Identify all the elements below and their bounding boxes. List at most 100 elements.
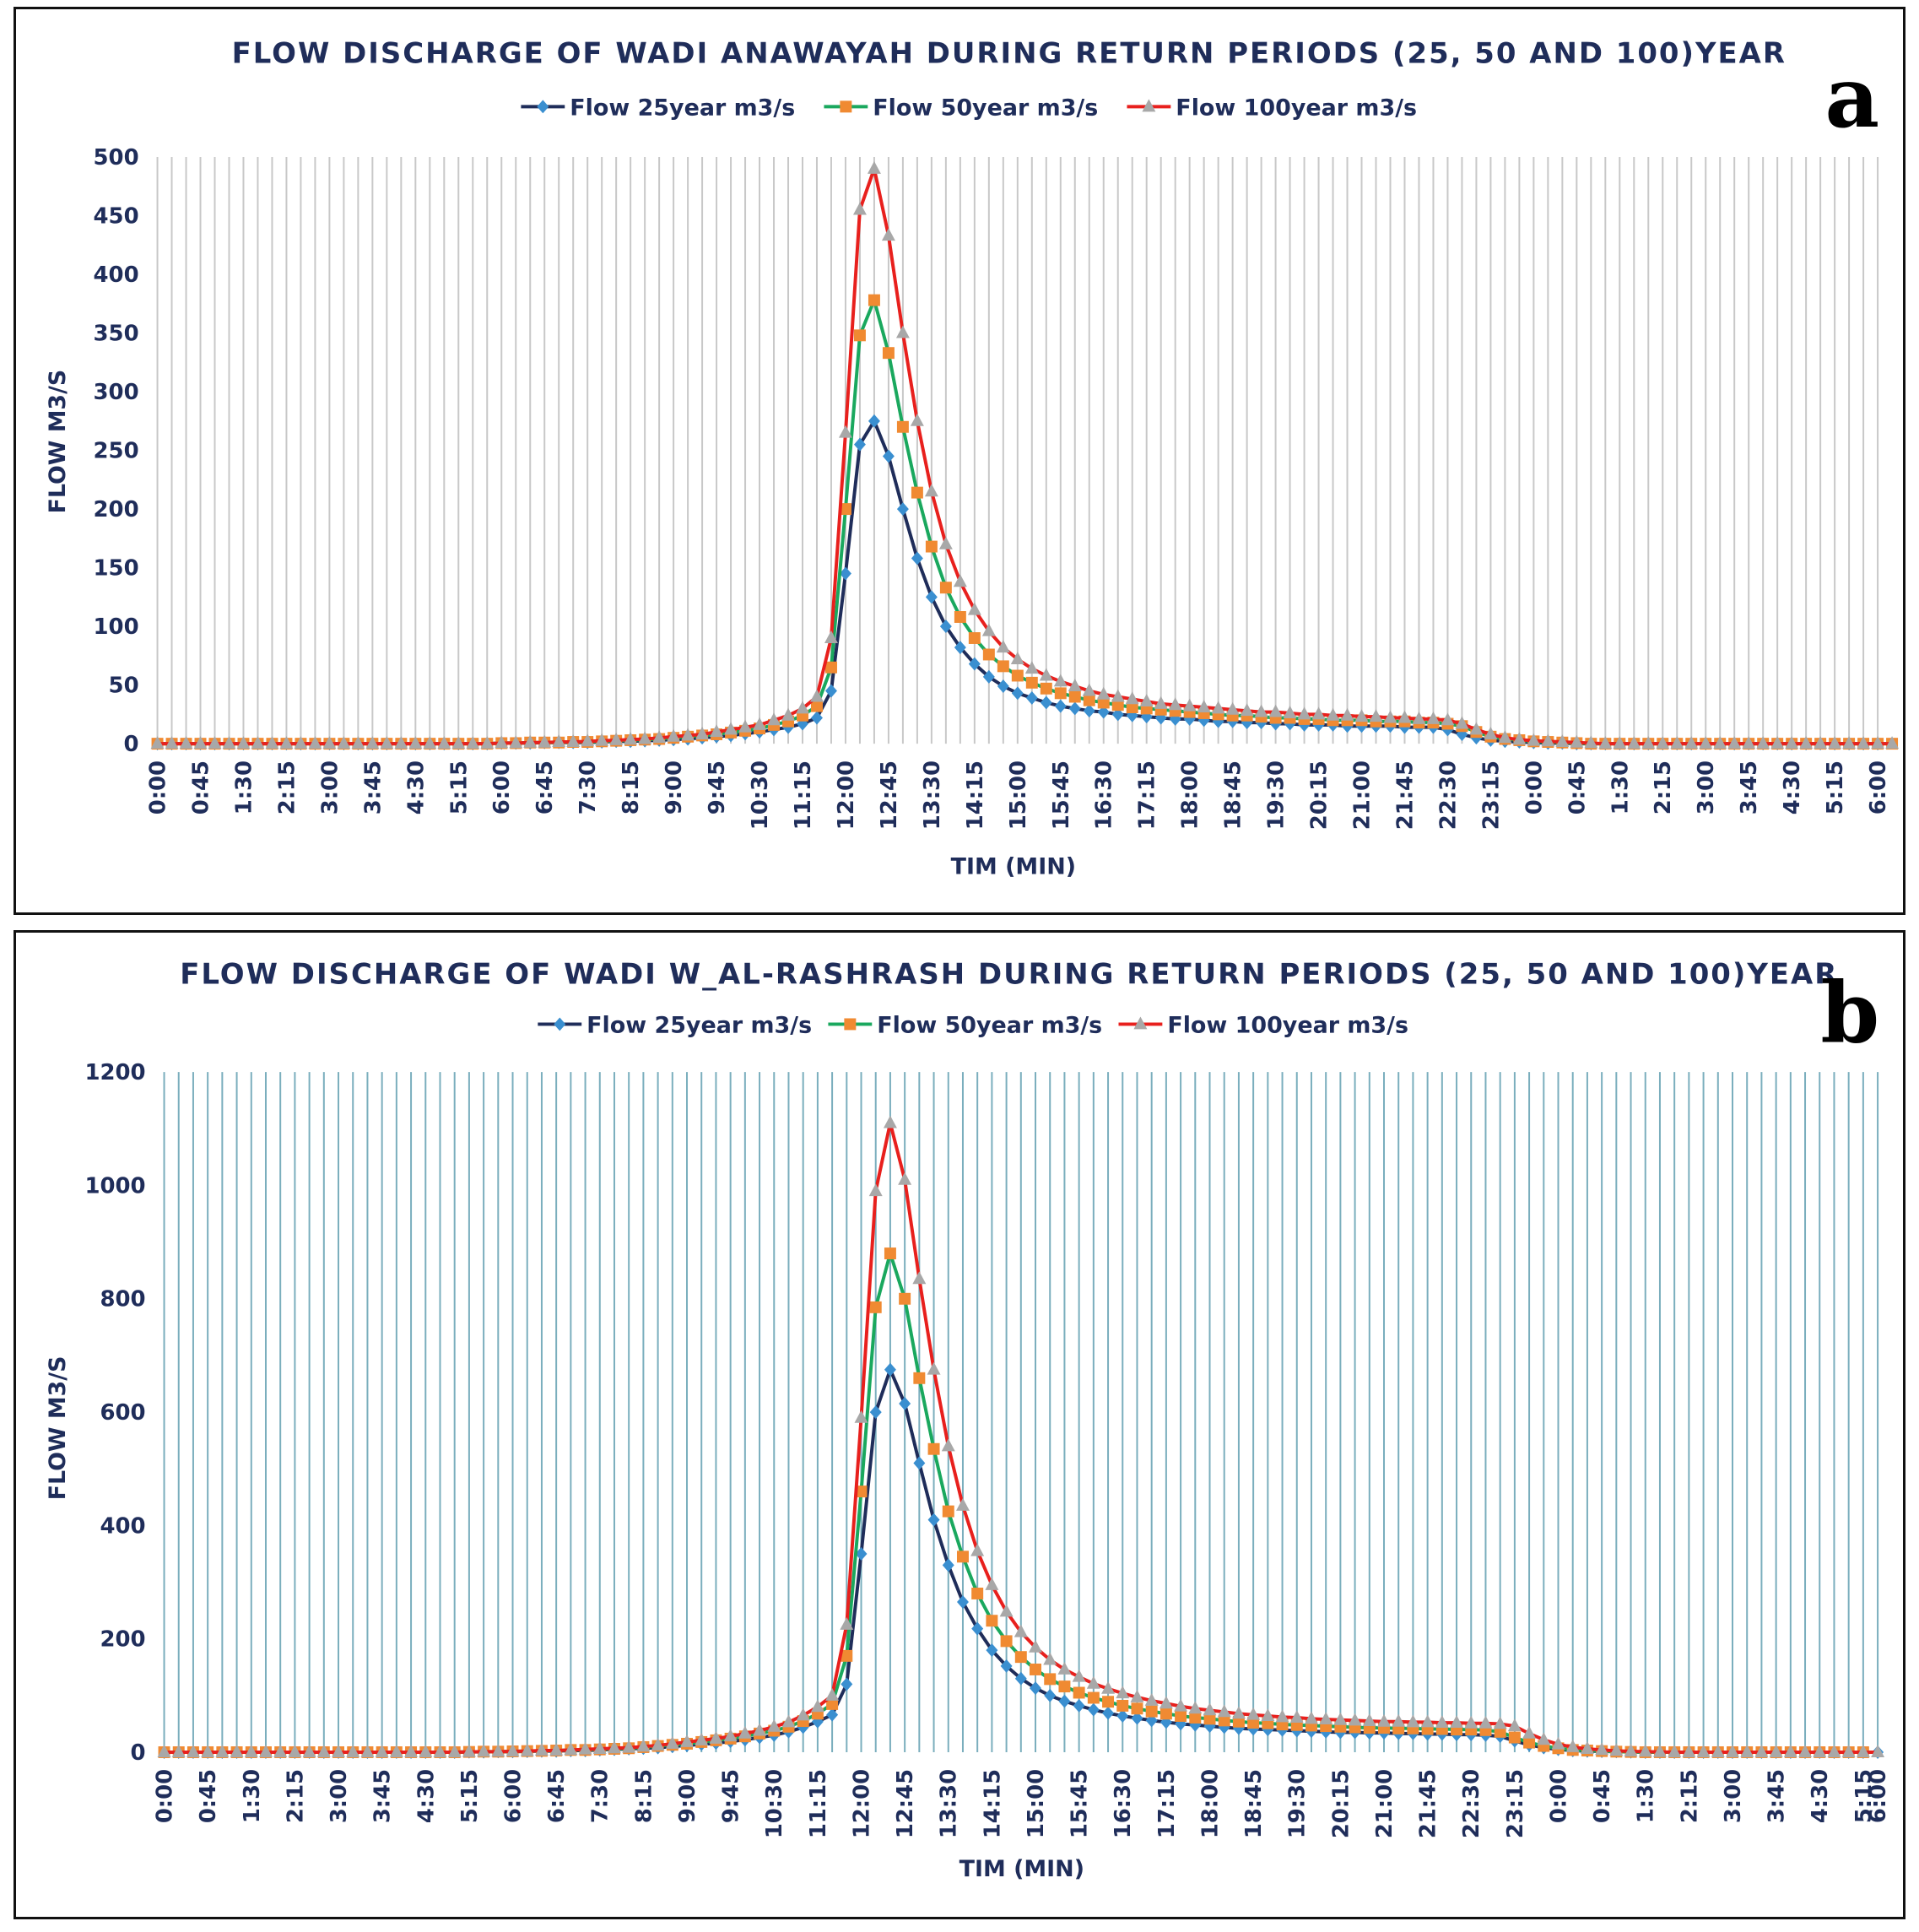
data-point [986,1615,998,1627]
series-line [164,1252,1863,1754]
x-tick-label: 16:30 [1111,1769,1136,1838]
x-tick-label: 6:45 [532,760,558,814]
data-point [1871,736,1885,750]
data-point [208,736,222,750]
x-tick-label: 3:45 [370,1769,396,1823]
data-point [1584,735,1598,749]
x-tick-label: 2:15 [1651,760,1676,814]
data-point [259,1745,273,1757]
data-point [1670,736,1684,750]
data-point [1798,1745,1813,1757]
data-point [1450,1715,1464,1729]
data-point [1014,1651,1027,1664]
x-tick-label: 9:00 [662,760,687,814]
data-point [157,1745,171,1757]
data-point [841,1649,853,1662]
data-point [811,700,823,712]
data-point [1841,1745,1856,1757]
data-point [884,1362,896,1377]
data-point [1225,701,1240,715]
x-tick-label: 3:00 [1694,760,1719,814]
data-point [394,736,408,750]
data-point [1014,1671,1027,1686]
data-point [967,602,981,615]
data-point [1383,710,1397,723]
data-point [534,1743,549,1756]
data-point [1507,1718,1522,1732]
data-point [695,727,710,739]
x-tick-label: 3:45 [360,760,386,814]
legend-swatch-marker [1133,1016,1148,1030]
data-point [1068,701,1081,716]
x-tick-label: 0:45 [1590,1769,1615,1823]
data-point [308,736,322,750]
data-point [179,736,193,750]
y-tick-label: 1000 [84,1173,145,1199]
chart-title: FLOW DISCHARGE OF WADI W_AL-RASHRASH DUR… [180,958,1838,991]
y-tick-label: 400 [94,262,139,288]
x-tick-label: 16:30 [1092,760,1117,830]
series-3 [150,160,1900,750]
data-point [477,1744,491,1757]
chart-panel-b: FLOW DISCHARGE OF WADI W_AL-RASHRASH DUR… [14,930,1905,1919]
data-point [1218,1714,1230,1727]
data-point [1420,1714,1435,1728]
x-tick-label: 9:00 [675,1769,700,1823]
data-point [332,1745,346,1757]
data-point [451,736,466,750]
data-point [913,1456,926,1470]
data-point [408,736,423,750]
data-point [912,1271,927,1285]
data-point [651,1737,665,1751]
data-point [1580,1741,1594,1754]
data-point [1160,1707,1172,1720]
data-point [781,707,795,721]
data-point [881,228,895,241]
data-point [1211,701,1225,714]
x-tick-label: 15:00 [1006,760,1031,830]
data-point [447,1745,462,1757]
data-point [1168,697,1182,711]
data-point [968,632,981,644]
data-point [1498,730,1512,744]
data-point [981,623,996,636]
data-point [767,1718,781,1732]
x-tick-label: 6:00 [1866,760,1891,814]
legend-label: Flow 50year m3/s [873,95,1098,121]
data-point [1131,1702,1143,1715]
data-point [1116,1686,1130,1699]
data-point [753,717,767,730]
data-point [941,1438,955,1452]
data-point [1682,1745,1696,1757]
data-point [1126,701,1138,713]
data-point [825,1687,840,1701]
data-point [1871,1745,1885,1757]
data-point [738,719,753,733]
data-point [404,1745,419,1757]
data-point [215,1745,230,1757]
data-point [538,734,552,748]
data-point [826,1707,839,1722]
data-point [222,736,236,750]
x-tick-label: 0:45 [188,760,214,814]
data-point [855,1486,868,1498]
data-point [495,735,509,749]
data-point [1097,696,1110,709]
data-point [520,1743,534,1756]
data-point [1319,1712,1333,1725]
legend-label: Flow 25year m3/s [570,95,795,121]
data-point [1570,734,1584,748]
data-point [970,1543,985,1556]
data-point [1057,1662,1072,1675]
data-point [624,732,638,745]
data-point [839,503,851,516]
data-point [491,1744,505,1757]
data-point [337,736,351,750]
data-point [1783,1745,1797,1757]
x-tick-label: 9:45 [719,1769,744,1823]
data-point [796,701,809,714]
data-point [316,1745,331,1757]
data-point [1097,705,1110,719]
data-point [1058,1680,1071,1693]
data-point [1083,694,1095,706]
